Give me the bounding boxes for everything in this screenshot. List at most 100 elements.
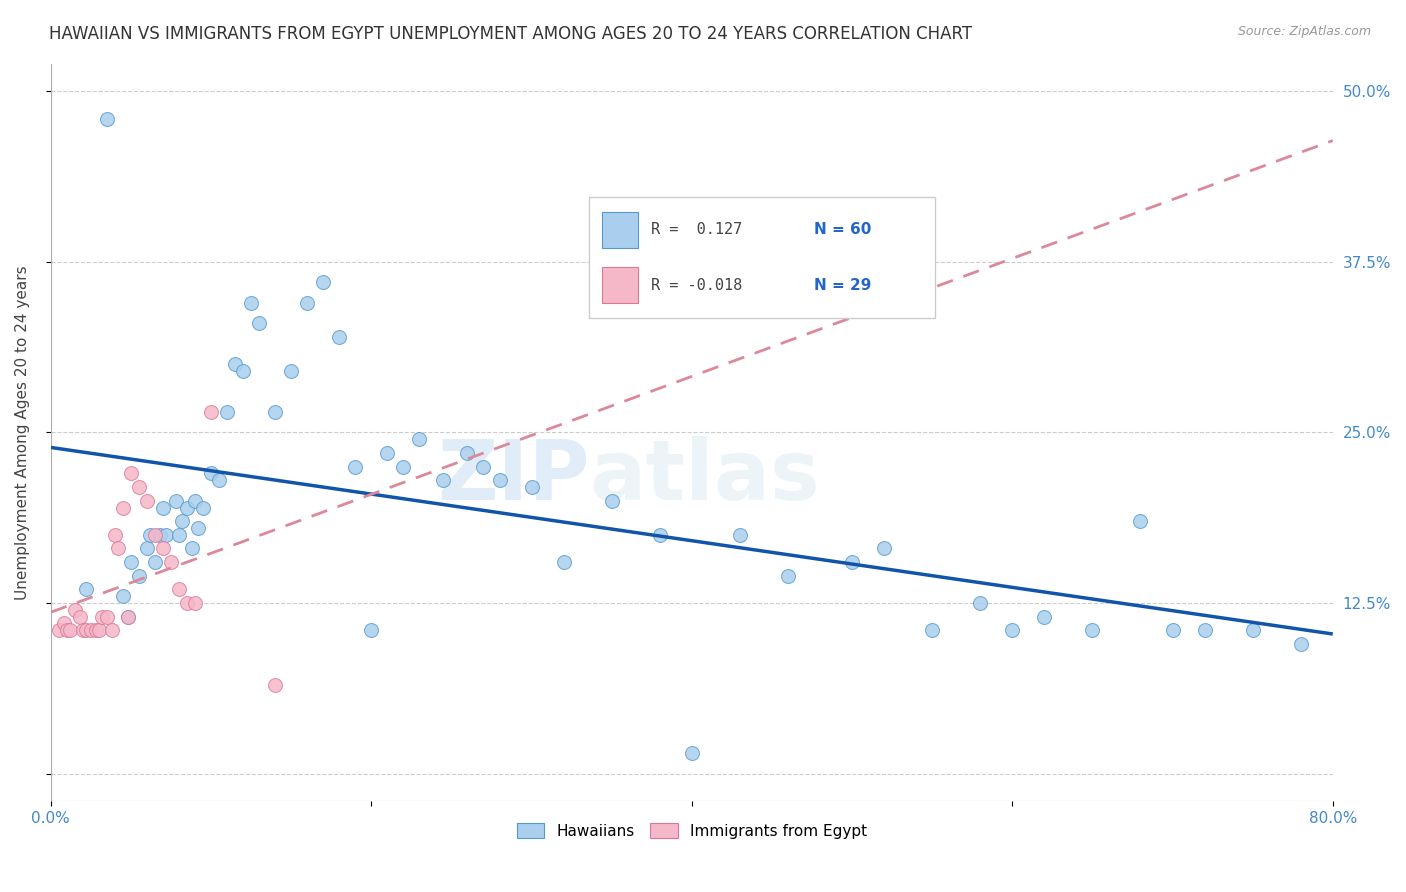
Point <box>155 528 177 542</box>
Point <box>280 364 302 378</box>
Point <box>360 624 382 638</box>
Point <box>1161 624 1184 638</box>
Point <box>375 446 398 460</box>
Point <box>240 296 263 310</box>
Point <box>776 568 799 582</box>
FancyBboxPatch shape <box>589 197 935 318</box>
Point <box>167 582 190 597</box>
Point <box>681 746 703 760</box>
Point <box>921 624 943 638</box>
Point <box>247 316 270 330</box>
Point <box>456 446 478 460</box>
Point <box>111 500 134 515</box>
Point <box>328 330 350 344</box>
Point <box>184 493 207 508</box>
Text: N = 29: N = 29 <box>814 277 870 293</box>
Point <box>107 541 129 556</box>
Point <box>1001 624 1024 638</box>
Point <box>96 609 118 624</box>
Y-axis label: Unemployment Among Ages 20 to 24 years: Unemployment Among Ages 20 to 24 years <box>15 265 30 599</box>
Point <box>217 405 239 419</box>
Point <box>167 528 190 542</box>
Point <box>117 609 139 624</box>
Point <box>56 624 79 638</box>
Point <box>120 467 142 481</box>
Point <box>408 432 430 446</box>
Point <box>136 541 159 556</box>
Point <box>165 493 187 508</box>
Point <box>1081 624 1104 638</box>
Point <box>91 609 114 624</box>
Text: R =  0.127: R = 0.127 <box>651 222 742 237</box>
Point <box>488 473 510 487</box>
Text: ZIP: ZIP <box>437 436 589 517</box>
Point <box>191 500 214 515</box>
Point <box>1129 514 1152 528</box>
Point <box>128 480 150 494</box>
Legend: Hawaiians, Immigrants from Egypt: Hawaiians, Immigrants from Egypt <box>510 817 873 845</box>
Point <box>208 473 231 487</box>
Point <box>149 528 172 542</box>
Point <box>111 589 134 603</box>
Point <box>96 112 118 126</box>
Point <box>392 459 415 474</box>
Point <box>117 609 139 624</box>
Point <box>69 609 91 624</box>
Point <box>172 514 194 528</box>
Point <box>224 357 246 371</box>
Point <box>75 624 97 638</box>
Point <box>312 276 335 290</box>
Point <box>728 528 751 542</box>
FancyBboxPatch shape <box>602 268 638 302</box>
Point <box>200 467 222 481</box>
Point <box>1194 624 1216 638</box>
Point <box>969 596 991 610</box>
Text: R = -0.018: R = -0.018 <box>651 277 742 293</box>
Point <box>100 624 122 638</box>
Point <box>63 603 86 617</box>
Point <box>72 624 94 638</box>
Point <box>600 493 623 508</box>
Point <box>1241 624 1264 638</box>
Point <box>87 624 110 638</box>
Point <box>143 555 166 569</box>
Text: atlas: atlas <box>589 436 820 517</box>
Text: N = 60: N = 60 <box>814 222 870 237</box>
Point <box>152 500 174 515</box>
Point <box>136 493 159 508</box>
Point <box>1289 637 1312 651</box>
Point <box>841 555 863 569</box>
Point <box>200 405 222 419</box>
Point <box>176 596 198 610</box>
Point <box>160 555 183 569</box>
Point <box>648 528 671 542</box>
Point <box>75 582 97 597</box>
Point <box>52 616 75 631</box>
Text: HAWAIIAN VS IMMIGRANTS FROM EGYPT UNEMPLOYMENT AMONG AGES 20 TO 24 YEARS CORRELA: HAWAIIAN VS IMMIGRANTS FROM EGYPT UNEMPL… <box>49 25 973 43</box>
Point <box>104 528 127 542</box>
Point <box>472 459 495 474</box>
Point <box>120 555 142 569</box>
Point <box>344 459 367 474</box>
Point <box>187 521 209 535</box>
Point <box>128 568 150 582</box>
Text: Source: ZipAtlas.com: Source: ZipAtlas.com <box>1237 25 1371 38</box>
Point <box>432 473 454 487</box>
Point <box>152 541 174 556</box>
Point <box>264 405 287 419</box>
Point <box>176 500 198 515</box>
Point <box>520 480 543 494</box>
Point <box>232 364 254 378</box>
Point <box>264 678 287 692</box>
Point <box>1033 609 1056 624</box>
Point <box>139 528 162 542</box>
Point <box>59 624 82 638</box>
FancyBboxPatch shape <box>602 212 638 247</box>
Point <box>180 541 202 556</box>
Point <box>48 624 70 638</box>
Point <box>553 555 575 569</box>
Point <box>143 528 166 542</box>
Point <box>184 596 207 610</box>
Point <box>297 296 319 310</box>
Point <box>80 624 103 638</box>
